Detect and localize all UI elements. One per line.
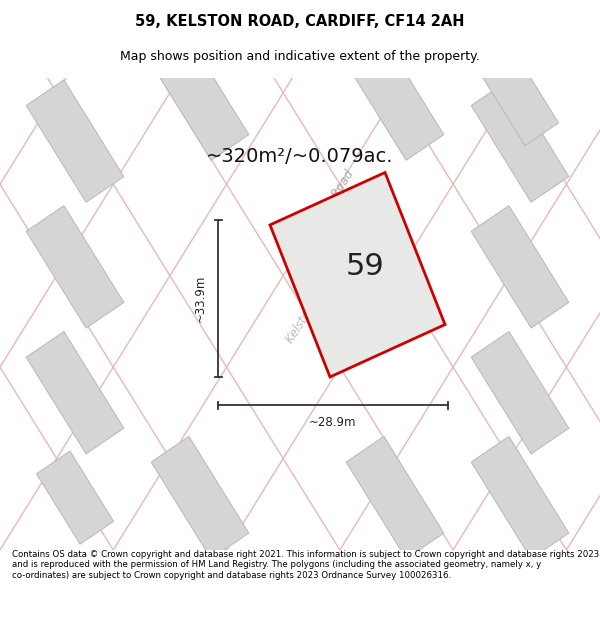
- Polygon shape: [26, 80, 124, 202]
- Polygon shape: [151, 38, 249, 161]
- Text: ~33.9m: ~33.9m: [193, 274, 206, 322]
- Text: 59, KELSTON ROAD, CARDIFF, CF14 2AH: 59, KELSTON ROAD, CARDIFF, CF14 2AH: [135, 14, 465, 29]
- Polygon shape: [471, 436, 569, 559]
- Polygon shape: [471, 206, 569, 328]
- Polygon shape: [471, 80, 569, 202]
- Text: Kelston Place: Kelston Place: [283, 272, 337, 345]
- Polygon shape: [471, 331, 569, 454]
- Polygon shape: [151, 436, 249, 559]
- Text: ~320m²/~0.079ac.: ~320m²/~0.079ac.: [206, 148, 394, 166]
- Polygon shape: [26, 206, 124, 328]
- Polygon shape: [26, 331, 124, 454]
- Polygon shape: [37, 451, 113, 544]
- Polygon shape: [270, 173, 445, 377]
- Text: Contains OS data © Crown copyright and database right 2021. This information is : Contains OS data © Crown copyright and d…: [12, 550, 599, 580]
- Polygon shape: [346, 38, 444, 161]
- Text: Map shows position and indicative extent of the property.: Map shows position and indicative extent…: [120, 50, 480, 62]
- Text: ~28.9m: ~28.9m: [309, 416, 357, 429]
- Polygon shape: [346, 436, 444, 559]
- Text: Kelston Road: Kelston Road: [304, 168, 356, 240]
- Text: 59: 59: [346, 253, 385, 281]
- Polygon shape: [481, 52, 559, 146]
